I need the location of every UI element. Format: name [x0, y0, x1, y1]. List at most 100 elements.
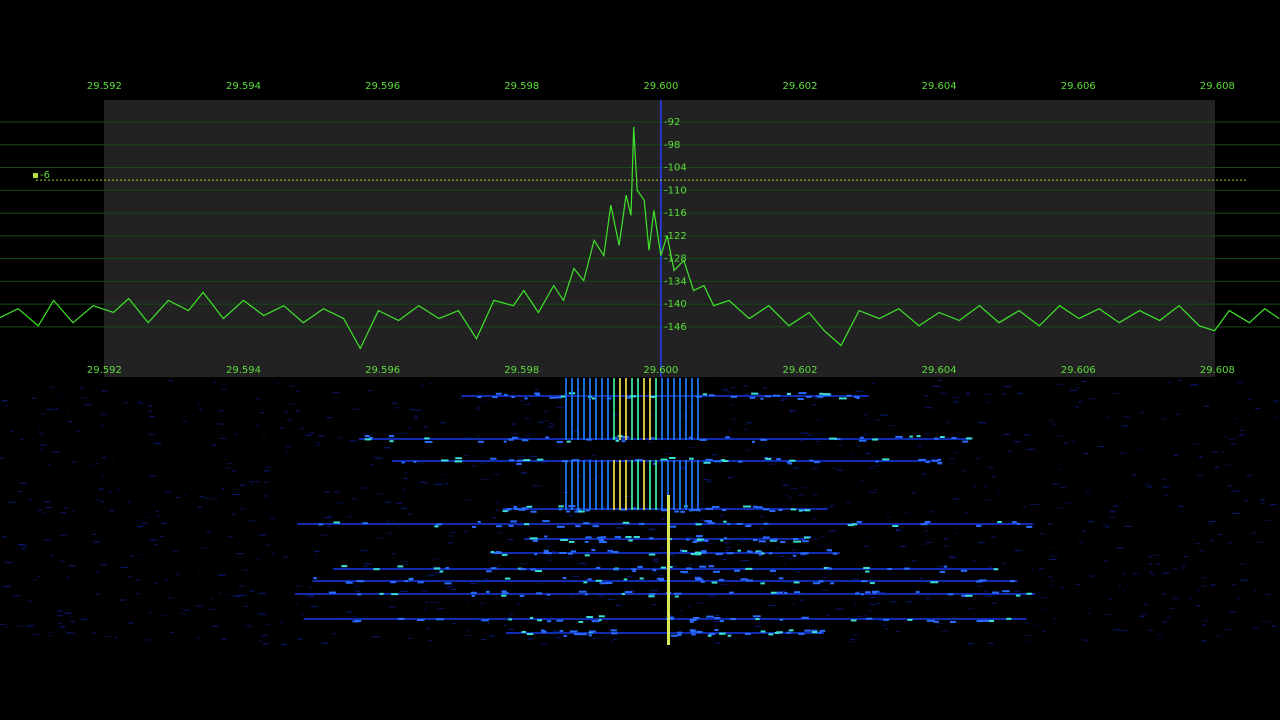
waterfall-dash [761, 552, 765, 555]
waterfall-dash [584, 540, 589, 543]
waterfall-dash [401, 461, 405, 464]
waterfall-dash [776, 458, 782, 461]
waterfall-dash [623, 578, 628, 581]
waterfall-dash [695, 553, 702, 556]
waterfall-dash [751, 392, 759, 395]
waterfall-speck [1052, 423, 1058, 425]
waterfall-dash [719, 620, 724, 623]
waterfall-speck [4, 405, 8, 407]
waterfall-speck [1198, 456, 1203, 458]
waterfall-speck [965, 512, 968, 514]
waterfall-dash [570, 550, 577, 553]
waterfall-speck [448, 641, 451, 643]
waterfall-speck [789, 411, 793, 413]
waterfall-speck [1069, 389, 1077, 391]
waterfall-speck [308, 586, 313, 588]
waterfall-dash [770, 591, 778, 594]
waterfall-speck [297, 638, 303, 640]
waterfall-dash [932, 459, 939, 462]
waterfall-speck [1031, 523, 1036, 525]
waterfall-speck [1233, 418, 1237, 420]
waterfall-speck [517, 603, 521, 605]
waterfall-dash [632, 570, 636, 573]
waterfall-speck [313, 550, 320, 552]
waterfall-dash [549, 396, 558, 399]
waterfall-speck [59, 534, 67, 536]
waterfall-speck [792, 467, 800, 469]
waterfall-speck [1070, 441, 1076, 443]
waterfall-speck [1112, 392, 1119, 394]
waterfall-dash [502, 510, 509, 513]
waterfall-dash [705, 507, 714, 510]
waterfall-speck [149, 415, 155, 417]
waterfall-speck [847, 457, 850, 459]
waterfall-dash [729, 591, 734, 594]
waterfall-speck [979, 422, 987, 424]
waterfall-dash [966, 437, 973, 440]
waterfall-speck [724, 390, 730, 392]
waterfall-speck [20, 438, 23, 440]
waterfall-stripe [637, 378, 639, 440]
waterfall-speck [658, 574, 665, 576]
waterfall-dash [362, 522, 368, 525]
waterfall-speck [822, 576, 827, 578]
waterfall-dash [851, 523, 858, 526]
waterfall-speck [1001, 562, 1007, 564]
waterfall-speck [18, 490, 23, 492]
waterfall-dash [768, 633, 774, 636]
waterfall-speck [330, 633, 339, 635]
waterfall-speck [334, 491, 341, 493]
waterfall-dash [746, 579, 753, 582]
waterfall-dash [560, 395, 566, 398]
waterfall-stripe [601, 460, 603, 510]
waterfall-dash [760, 438, 767, 441]
waterfall-speck [144, 639, 150, 641]
waterfall-speck [813, 518, 816, 520]
waterfall-speck [520, 563, 528, 565]
waterfall-speck [5, 562, 13, 564]
waterfall-dash [704, 539, 709, 542]
waterfall-dash [417, 581, 424, 584]
waterfall-dash [755, 618, 760, 621]
waterfall-speck [1264, 519, 1270, 521]
waterfall-dash [715, 553, 724, 556]
waterfall-dash [689, 457, 694, 460]
waterfall-speck [250, 483, 253, 485]
waterfall-speck [1101, 525, 1110, 527]
waterfall-dash [574, 510, 582, 513]
waterfall-speck [1256, 541, 1265, 543]
waterfall-dash [356, 593, 362, 596]
waterfall-speck [147, 405, 153, 407]
waterfall-speck [403, 477, 408, 479]
waterfall-dash [696, 509, 701, 512]
waterfall-speck [1000, 568, 1004, 570]
x-tick-label-bottom: 29.598 [504, 365, 539, 376]
waterfall-speck [1214, 466, 1219, 468]
waterfall-dash [734, 569, 741, 572]
waterfall-speck [926, 598, 931, 600]
waterfall-speck [259, 412, 265, 414]
waterfall-stripe [631, 378, 633, 440]
waterfall-speck [1238, 563, 1247, 565]
waterfall-dash [492, 396, 498, 399]
waterfall-dash [562, 577, 567, 580]
waterfall-speck [706, 542, 714, 544]
waterfall-dash [318, 523, 324, 526]
waterfall-dash [653, 462, 657, 465]
waterfall-speck [359, 550, 367, 552]
waterfall-speck [70, 461, 78, 463]
waterfall-dash [546, 593, 551, 596]
waterfall-speck [242, 569, 250, 571]
waterfall-dash [855, 592, 860, 595]
waterfall-speck [206, 531, 210, 533]
waterfall-dash [561, 460, 569, 463]
waterfall-speck [181, 421, 188, 423]
waterfall-speck [285, 450, 289, 452]
waterfall-speck [462, 455, 470, 457]
waterfall-speck [1161, 478, 1167, 480]
waterfall-dash [560, 538, 568, 541]
waterfall-speck [547, 559, 554, 561]
waterfall-speck [854, 602, 857, 604]
waterfall-dash [507, 438, 514, 441]
waterfall-speck [94, 499, 101, 501]
